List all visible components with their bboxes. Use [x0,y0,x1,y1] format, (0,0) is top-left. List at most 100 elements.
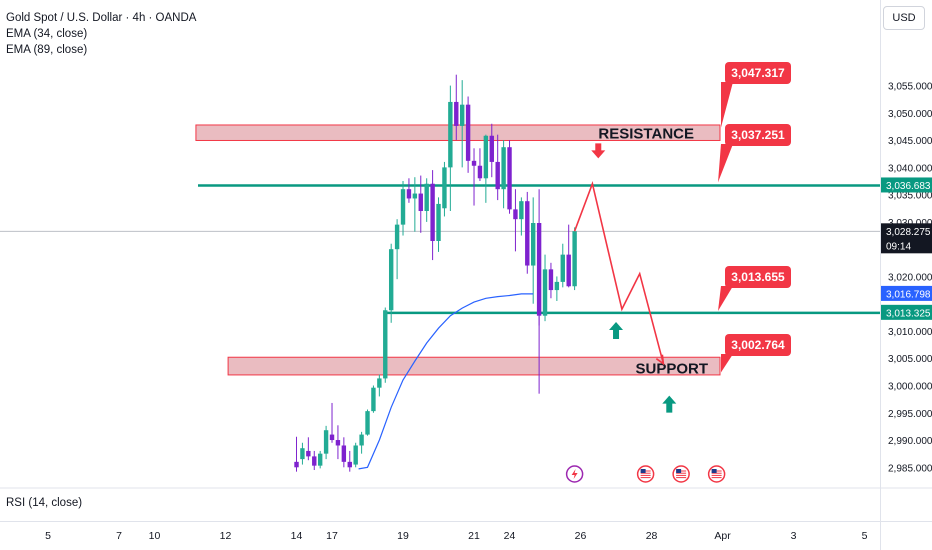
candle-up [542,269,548,316]
x-tick-label: 24 [504,530,516,542]
candle-up [412,193,418,199]
support-zone [227,356,721,376]
x-tick-label: 28 [646,530,658,542]
y-tick-label: 3,035.000 [888,191,932,202]
callouts-layer: 3,047.317 3,037.251 3,013.655 3,002.764 [565,62,791,483]
lower-level-callout [725,266,791,288]
candle-up [572,231,577,287]
y-tick-label: 3,045.000 [888,136,932,147]
candle-up [371,387,376,412]
candle-up [377,378,382,388]
bearish-arrow-icon [591,143,606,159]
candle-up [483,135,489,179]
y-tick-label: 3,000.000 [888,382,932,393]
upper-level-callout [725,124,791,146]
lightning-icon [571,469,578,479]
level-price-marker [881,177,932,193]
projection-path [573,180,665,364]
x-tick-label: 5 [45,530,51,542]
support-label: SUPPORT [635,360,708,377]
ema-layer [358,293,534,470]
resistance-price-callout-pointer [721,82,733,128]
currency-button[interactable]: USD [883,6,925,30]
support-price-callout-pointer [721,354,733,373]
candle-down [306,450,311,457]
projection-layer [573,143,677,413]
candle-up [436,203,441,241]
y-tick-label: 2,990.000 [888,436,932,447]
candle-up [317,453,323,466]
flag-canton [640,469,646,473]
bullish-arrow-icon [662,395,677,413]
candle-down [489,135,494,162]
candle-down [548,269,554,291]
candle-down [329,434,335,441]
ema-price-marker [881,285,932,301]
x-tick-label: 17 [326,530,338,542]
upper-level-callout-pointer [718,144,733,183]
flag-canton [711,469,717,473]
projection-arrowhead [655,354,665,366]
candle-up [501,147,506,190]
candle-down [418,193,423,212]
candle-down [347,461,352,468]
us-flag-icon [672,465,690,483]
y-tick-label: 3,055.000 [888,82,932,93]
x-tick-label: 10 [149,530,161,542]
support-price-callout [725,334,791,356]
candle-down [312,456,317,466]
candle-up [353,445,358,465]
ema-fast-label[interactable]: EMA (34, close) [6,28,88,40]
candle-down [477,165,483,179]
x-tick-label: 21 [468,530,480,542]
ema-price-marker-text: 3,016.798 [886,289,931,300]
candle-up [383,310,388,379]
candle-down [566,254,571,287]
candle-down [465,104,471,161]
last-price-marker [881,223,932,254]
candle-down [536,223,542,316]
level-price-marker-text: 3,036.683 [886,181,931,192]
y-tick-label: 3,040.000 [888,163,932,174]
y-tick-label: 2,985.000 [888,463,932,474]
us-flag-icon [636,465,655,483]
candle-down [341,445,347,462]
time-axis[interactable]: 5 7 10 12 14 17 19 21 24 26 28 Apr 3 5 [45,530,868,542]
candle-down [513,209,518,220]
ema-slow-label[interactable]: EMA (89, close) [6,44,88,56]
x-tick-label: 7 [116,530,122,542]
us-flag-icon [707,465,726,483]
candle-down [335,440,341,446]
x-tick-label: 5 [862,530,868,542]
symbol-title[interactable]: Gold Spot / U.S. Dollar · 4h · OANDA [6,12,197,24]
y-tick-label: 3,010.000 [888,327,932,338]
x-tick-label: 26 [575,530,587,542]
candle-up [459,104,465,126]
candle-up [554,281,560,291]
rsi-pane-label[interactable]: RSI (14, close) [6,497,83,509]
candle-down [471,160,477,166]
candle-up [424,183,429,212]
countdown-text: 09:14 [886,241,911,252]
candle-down [406,189,412,199]
upper-level-callout-text: 3,037.251 [731,128,785,142]
resistance-label: RESISTANCE [598,125,694,142]
flag-canton [676,469,682,473]
lower-level-callout-text: 3,013.655 [731,270,785,284]
ema-34-line [358,293,534,470]
support-price-callout-text: 3,002.764 [731,338,785,352]
candle-up [394,224,400,250]
x-tick-label: 12 [220,530,232,542]
candle-up [365,411,370,435]
candle-up [519,201,524,220]
y-tick-label: 3,020.000 [888,272,932,283]
level-price-marker [881,304,932,320]
y-tick-label: 3,005.000 [888,354,932,365]
resistance-price-callout [725,62,791,84]
candle-up [530,223,536,266]
lower-level-callout-pointer [718,286,733,312]
candles-layer [294,74,577,472]
price-markers-layer: 3,036.683 3,028.275 09:14 3,016.798 3,013.32… [881,177,932,320]
